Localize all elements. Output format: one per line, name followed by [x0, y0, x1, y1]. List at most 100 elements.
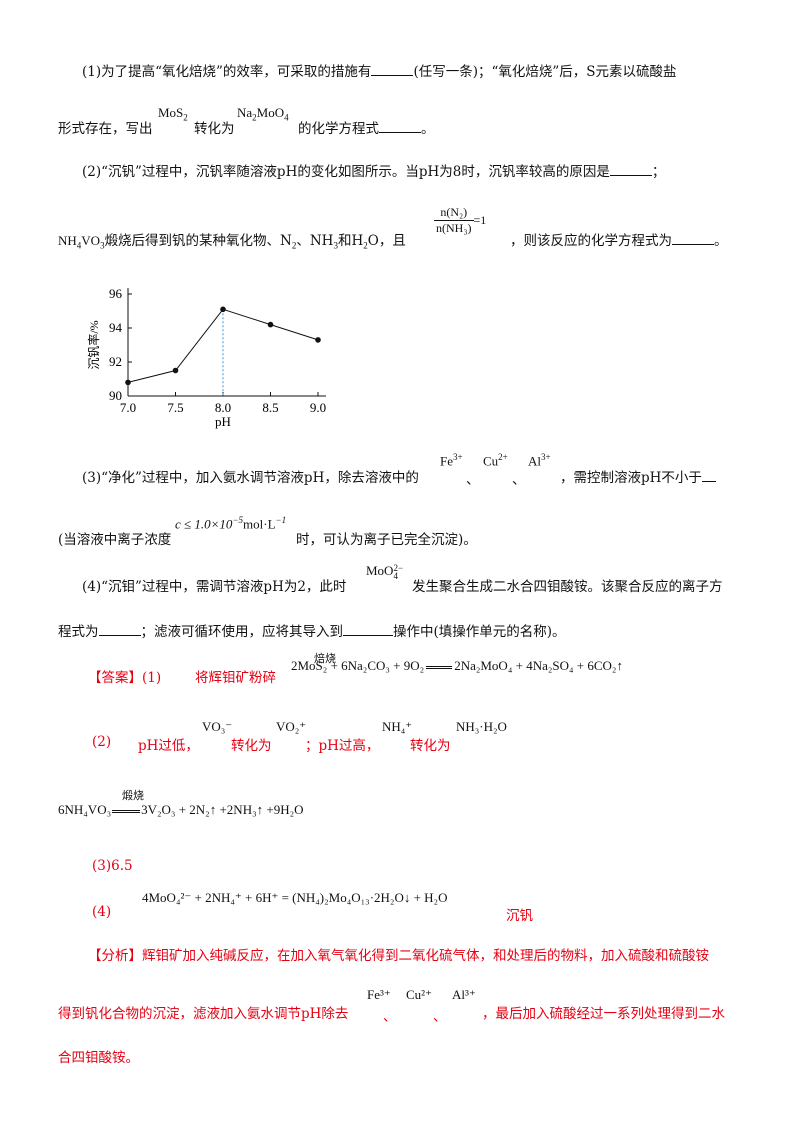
answer-2-num: (2) [92, 734, 111, 750]
a2-t1: pH过低， [138, 738, 199, 754]
analysis-sep1: 、 [383, 1009, 397, 1025]
q1-blank-1[interactable] [371, 61, 414, 76]
q3-line1-a: (3)“净化”过程中，加入氨水调节溶液pH，除去溶液中的 [82, 466, 419, 486]
analysis-text-2a: 得到钒化合物的沉淀，滤液加入氨水调节pH除去 [58, 1006, 349, 1022]
equation-2: 6NH₄VO₃ 3V₂O₃ + 2N₂↑ +2NH₃↑ +9H₂O [58, 802, 304, 818]
q2-blank-2[interactable] [672, 230, 714, 245]
answer-4-operation: 沉钒 [506, 904, 533, 924]
q4-text-a: (4)“沉钼”过程中，需调节溶液pH为2，此时 [82, 579, 347, 595]
conc-unit-exp: −1 [275, 515, 287, 525]
sep-1: 、 [466, 472, 480, 488]
fraction-numerator: n(N₂) [434, 205, 474, 221]
na2moo4-sub1: 2 [252, 112, 257, 123]
q3-text-b: ，需控制溶液pH不小于 [560, 470, 702, 486]
na2moo4-mid: MoO [256, 105, 285, 120]
fraction-equals: =1 [473, 213, 487, 227]
q2-blank-1[interactable] [609, 161, 652, 176]
q1-blank-2[interactable] [379, 118, 421, 133]
analysis-text-2b: ，最后加入硫酸经过一系列处理得到二水 [482, 1006, 725, 1022]
analysis-al-ion: Al³⁺ [452, 987, 476, 1002]
eq2-arrow [112, 809, 141, 813]
conc-unit: mol·L [243, 516, 276, 532]
analysis-text-3: 合四钼酸铵。 [58, 1050, 139, 1066]
q4-line2-b: ；滤液可循环使用，应将其导入到 [140, 624, 344, 640]
mos2-main: MoS [158, 105, 184, 120]
sep-2: 、 [512, 472, 526, 488]
q2-line2-c: 、NH [296, 233, 334, 249]
fraction: n(N₂) n(NH₃) [434, 205, 474, 236]
answer-4-label: (4) [92, 904, 112, 920]
q2-line2-d: 和H [337, 233, 364, 249]
vo2-ion: VO₂⁺ [276, 719, 307, 734]
answer-2-nh3h2o: NH₃·H₂O [456, 719, 507, 735]
eq1-lhs: 2MoS₂ + 6Na₂CO₃ + 9O₂ [291, 658, 425, 673]
na2moo4-na: Na [237, 105, 253, 120]
answer-1-text: 将辉钼矿粉碎 [195, 666, 276, 686]
x-tick-label: 9.0 [310, 400, 326, 415]
equation-1: 2MoS₂ + 6Na₂CO₃ + 9O₂ 2Na₂MoO₄ + 4Na₂SO₄ … [196, 658, 623, 674]
analysis-fe-ion: Fe³⁺ [367, 987, 391, 1002]
nh4-ion: NH₄⁺ [382, 719, 413, 734]
y-axis-label: 沉钒率/% [86, 320, 101, 369]
answer-2-vo3: VO₃⁻ [202, 719, 232, 735]
mos2-sub: 2 [183, 112, 188, 123]
analysis-line2-b: ，最后加入硫酸经过一系列处理得到二水 [482, 1002, 725, 1022]
q1-line2-end: 的化学方程式 。 [298, 117, 435, 137]
eq2-rhs: 3V₂O₃ + 2N₂↑ +2NH₃↑ +9H₂O [141, 802, 304, 817]
al-charge: 3+ [541, 452, 551, 462]
q2-line1-end: ； [651, 164, 666, 180]
answer-1-content: 将辉钼矿粉碎 [195, 670, 276, 686]
h2o-sub: 2 [363, 240, 368, 251]
analysis-cu-ion: Cu²⁺ [406, 987, 432, 1002]
analysis-line2-a: 得到钒化合物的沉淀，滤液加入氨水调节pH除去 [58, 1002, 348, 1022]
nh4vo3-nh: NH [58, 233, 77, 248]
cu-symbol: Cu [483, 453, 499, 469]
moo4-symbol: MoO [366, 563, 394, 578]
y-tick-label: 96 [109, 286, 123, 301]
q2-line2-tail: ，则该反应的化学方程式为 。 [510, 229, 728, 249]
a2-t3: ；pH过高， [305, 738, 380, 754]
q3-line1-b: ，需控制溶液pH不小于 [560, 466, 716, 486]
q2-line2-g: 。 [714, 233, 728, 249]
answer-1-num: (1) [142, 670, 162, 686]
q4-text-b: 发生聚合生成二水合四钼酸铵。该聚合反应的离子方 [412, 579, 723, 595]
q1-line2: 形式存在，写出 [58, 117, 153, 137]
q3-sep-1: 、 [466, 468, 480, 488]
analysis-line3: 合四钼酸铵。 [58, 1046, 139, 1066]
q4-blank-1[interactable] [98, 621, 141, 636]
eq1-condition: 焙烧 [314, 652, 336, 665]
q2-line2-e: O，且 [367, 233, 406, 249]
q4-line1-b: 发生聚合生成二水合四钼酸铵。该聚合反应的离子方 [412, 575, 723, 595]
x-axis-label: pH [215, 414, 231, 429]
q4-blank-2[interactable] [343, 621, 393, 636]
moo4-charge: 2− [393, 563, 404, 574]
data-point [267, 321, 274, 328]
equation-1-cond: 焙烧 [314, 650, 336, 666]
q3-line2-b: 时，可认为离子已完全沉淀)。 [296, 528, 477, 548]
nh4vo3-sub2: 3 [100, 240, 105, 251]
analysis-sep-2: 、 [433, 1005, 447, 1025]
equation-2-cond: 煅烧 [122, 787, 144, 803]
analysis-line1: 【分析】辉钼矿加入纯碱反应，在加入氧气氧化得到二氧化硫气体，和处理后的物料，加入… [88, 944, 709, 964]
q3-line2-text-a: (当溶液中离子浓度 [58, 532, 172, 548]
conc-exp: −5 [232, 515, 244, 525]
q1-line2-d: 。 [421, 121, 435, 137]
formula-na2moo4: Na2MoO4 [237, 105, 289, 123]
q3-line2-a: (当溶液中离子浓度 [58, 528, 171, 548]
data-point [220, 306, 226, 313]
analysis-label: 【分析】 [88, 948, 142, 964]
a2-t2: 转化为 [231, 738, 272, 754]
answer-2-vo2: VO₂⁺ [276, 719, 306, 735]
conc-value: c ≤ 1.0×10 [175, 516, 233, 532]
na2moo4-sub2: 4 [284, 112, 289, 123]
q2-line1-text: (2)“沉钒”过程中，沉钒率随溶液pH的变化如图所示。当pH为8时，沉钒率较高的… [82, 164, 610, 180]
q2-line2: NH4VO3煅烧后得到钒的某种氧化物、N2、NH3和H2O，且 [58, 229, 406, 251]
x-tick-label: 7.0 [120, 400, 136, 415]
x-tick-label: 8.0 [215, 400, 231, 415]
q2-line2-f: ，则该反应的化学方程式为 [510, 233, 672, 249]
y-tick-label: 94 [109, 320, 123, 335]
fe-symbol: Fe [440, 453, 453, 469]
answer-label: 【答案】 [88, 670, 142, 686]
x-tick-label: 8.5 [262, 400, 278, 415]
q3-blank[interactable] [701, 467, 716, 482]
